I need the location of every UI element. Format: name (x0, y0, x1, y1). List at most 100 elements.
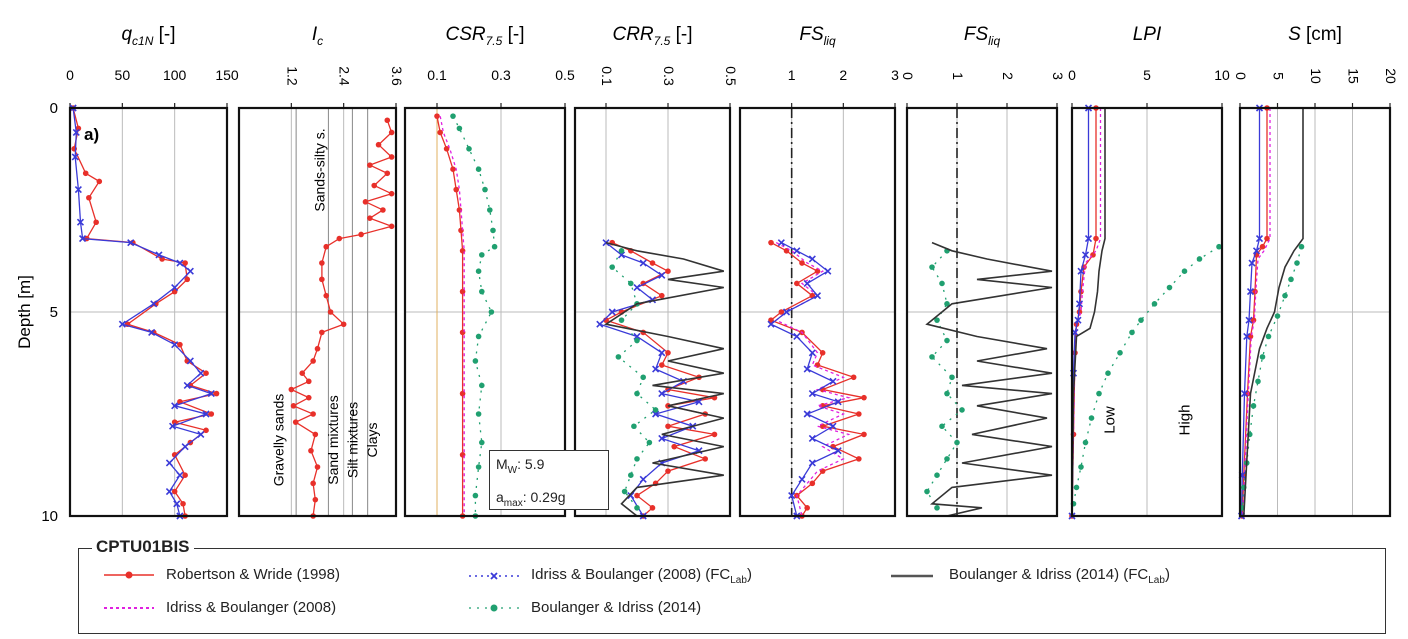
series-point (1129, 329, 1135, 336)
series-point (649, 505, 656, 511)
series-point (388, 223, 395, 230)
series-point (362, 199, 369, 205)
series-point (450, 166, 456, 172)
series-point (72, 128, 80, 137)
series-point (336, 235, 343, 242)
series-point (808, 390, 816, 398)
legend-label: Boulanger & Idriss (2014) (FCLab) (949, 566, 1170, 586)
series-point (1252, 247, 1261, 255)
series-point (804, 505, 810, 511)
series-point (1252, 288, 1258, 295)
series-point (814, 268, 821, 275)
series-point (1250, 403, 1257, 409)
series-point (934, 505, 940, 511)
series-point (671, 443, 677, 450)
series-point (479, 288, 485, 295)
series-point (628, 472, 634, 479)
series-line (439, 116, 465, 516)
series-point (633, 332, 641, 341)
zone-label: Clays (364, 422, 380, 457)
x-tick-label: 1 (950, 72, 966, 80)
series-point (319, 260, 325, 266)
series-point (475, 268, 482, 275)
series-point (1298, 243, 1305, 250)
series-point (1246, 288, 1255, 296)
y-tick-label: 10 (41, 508, 58, 525)
series-point (86, 194, 92, 201)
series-point (207, 390, 215, 398)
series-point (327, 309, 334, 315)
x-tick-label: 0.1 (599, 66, 615, 86)
series-point (803, 279, 811, 288)
series-point (634, 456, 640, 462)
x-tick-label: 0 (1233, 72, 1249, 80)
series-point (803, 365, 811, 373)
series-point (148, 328, 156, 336)
series-point (634, 505, 640, 511)
series-point (169, 422, 177, 430)
series-point (171, 341, 179, 349)
series-point (1093, 235, 1099, 242)
series-point (665, 268, 671, 275)
series-point (479, 439, 485, 446)
series-point (829, 422, 837, 430)
x-tick-label: 10 (1214, 67, 1230, 83)
legend-label: Boulanger & Idriss (2014) (531, 599, 702, 616)
x-tick-label: 2 (839, 67, 847, 83)
series-point (323, 292, 330, 299)
series-point (155, 251, 163, 259)
series-point (171, 488, 178, 495)
series-point (782, 308, 791, 316)
zone-label: Sand mixtures (325, 395, 341, 484)
series-point (813, 292, 822, 300)
panel-title: CRR7.5 [-] (612, 24, 692, 48)
series-point (658, 390, 666, 398)
series-point (434, 113, 440, 119)
series-point (118, 320, 126, 328)
series-point (1151, 301, 1158, 307)
series-point (633, 283, 641, 292)
panel-frame (1070, 106, 1224, 518)
series-point (949, 374, 955, 381)
series-point (808, 349, 816, 357)
x-tick-label: 5 (1271, 72, 1287, 80)
series-point (1288, 276, 1294, 283)
series-point (182, 472, 188, 479)
series-point (299, 370, 306, 377)
panel-frame (1238, 106, 1392, 518)
series-point (621, 488, 628, 495)
series-point (181, 443, 189, 451)
series-point (1243, 332, 1251, 341)
series-point (658, 271, 666, 279)
series-point (202, 410, 210, 418)
series-point (768, 239, 774, 246)
series-point (340, 321, 347, 328)
series-point (1084, 234, 1093, 243)
series-point (939, 423, 945, 430)
series-point (1073, 484, 1080, 491)
series-point (850, 374, 857, 381)
series-point (1074, 316, 1082, 324)
series-point (944, 337, 950, 344)
series-point (1138, 317, 1144, 323)
series-point (794, 280, 800, 287)
panel-frame (68, 106, 229, 518)
x-tick-label: 3 (891, 67, 899, 83)
x-tick-label: 0.1 (427, 67, 447, 83)
series-point (819, 350, 826, 356)
panel-lpi: 0 5 10 LPI Low High (1068, 24, 1230, 520)
panel-s: 0 5 10 15 20 S [cm] (1233, 24, 1399, 520)
series-point (1096, 390, 1102, 397)
series-point (93, 219, 99, 226)
series-point (203, 427, 209, 434)
series-point (323, 243, 330, 250)
series-point (388, 129, 395, 136)
series-point (659, 362, 665, 368)
series-point (1075, 300, 1084, 308)
panel-title: FSliq (964, 24, 1001, 48)
series-point (640, 374, 646, 381)
series-point (639, 475, 647, 483)
series-point (384, 117, 391, 124)
legend-swatch (891, 574, 933, 578)
series-point (186, 357, 194, 365)
